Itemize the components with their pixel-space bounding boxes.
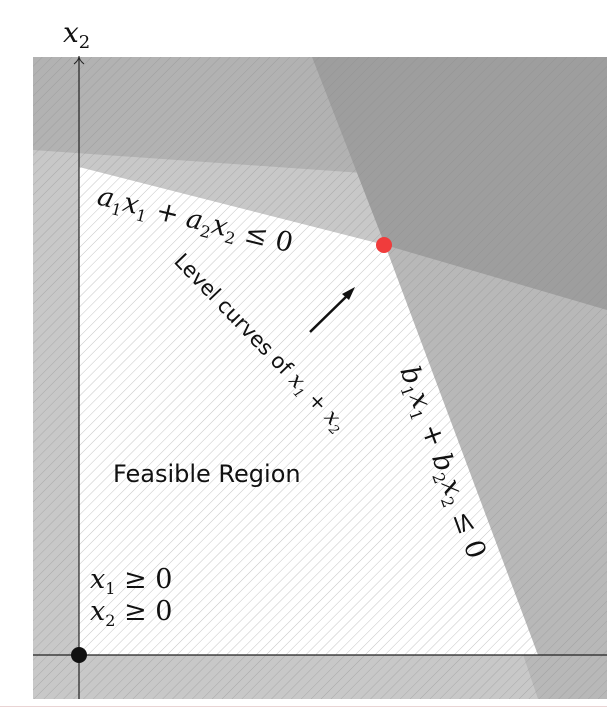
hatch-overlay: [33, 57, 607, 699]
optimal-point: [376, 237, 392, 253]
x2-axis-label: x2: [63, 16, 90, 53]
nonneg-x1-label: x1 ≥ 0: [90, 564, 172, 598]
nonneg-x2-label: x2 ≥ 0: [90, 596, 172, 630]
feasible-region-label: Feasible Region: [113, 460, 301, 488]
level-curve-arrowhead: [342, 287, 355, 300]
origin-point: [71, 647, 87, 663]
level-curve-direction-arrow: [309, 291, 352, 333]
x2-axis-arrowhead: [73, 55, 85, 65]
bottom-rule: [0, 706, 607, 707]
